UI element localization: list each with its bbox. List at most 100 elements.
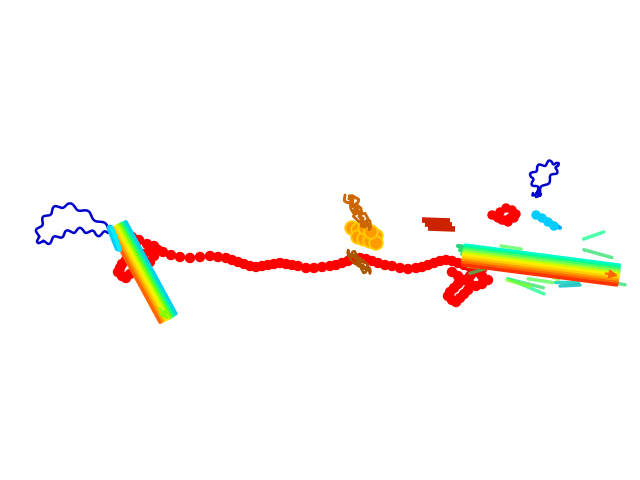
Circle shape	[113, 267, 122, 276]
Circle shape	[122, 240, 131, 249]
Circle shape	[332, 261, 340, 269]
Circle shape	[472, 281, 481, 290]
Circle shape	[345, 221, 359, 235]
Circle shape	[550, 222, 558, 230]
Circle shape	[502, 204, 510, 212]
Circle shape	[498, 216, 506, 224]
Circle shape	[371, 231, 381, 241]
Circle shape	[460, 276, 468, 285]
Circle shape	[134, 248, 143, 256]
Circle shape	[349, 254, 358, 264]
Circle shape	[257, 262, 266, 271]
Circle shape	[252, 263, 260, 272]
Circle shape	[353, 225, 363, 235]
Circle shape	[460, 276, 468, 285]
Circle shape	[115, 264, 125, 273]
Circle shape	[363, 234, 377, 248]
Circle shape	[477, 264, 486, 274]
Circle shape	[317, 263, 326, 272]
Circle shape	[118, 260, 127, 268]
Circle shape	[444, 291, 452, 300]
Circle shape	[465, 263, 474, 272]
Circle shape	[122, 229, 131, 239]
Circle shape	[454, 279, 463, 288]
Circle shape	[337, 259, 346, 267]
Circle shape	[477, 279, 486, 288]
Circle shape	[472, 264, 481, 273]
Circle shape	[447, 267, 456, 276]
Circle shape	[140, 250, 148, 259]
Circle shape	[496, 208, 504, 216]
Circle shape	[150, 241, 159, 251]
Circle shape	[227, 255, 237, 264]
Circle shape	[454, 259, 463, 267]
Circle shape	[367, 256, 376, 265]
Circle shape	[488, 211, 496, 219]
Circle shape	[463, 286, 472, 295]
Circle shape	[512, 210, 520, 218]
Circle shape	[154, 245, 163, 254]
Circle shape	[125, 269, 134, 278]
Circle shape	[445, 288, 454, 297]
Circle shape	[275, 259, 285, 267]
Circle shape	[125, 252, 134, 261]
Circle shape	[141, 262, 150, 271]
Circle shape	[412, 264, 420, 273]
Circle shape	[150, 252, 159, 261]
Circle shape	[118, 272, 127, 280]
Circle shape	[134, 236, 143, 244]
Circle shape	[460, 261, 468, 269]
Circle shape	[301, 264, 310, 273]
Circle shape	[287, 261, 296, 269]
Circle shape	[506, 214, 514, 222]
Circle shape	[175, 252, 184, 262]
Circle shape	[396, 264, 404, 273]
Circle shape	[205, 252, 214, 261]
Circle shape	[449, 284, 458, 292]
Circle shape	[510, 214, 518, 222]
Circle shape	[366, 227, 376, 237]
Circle shape	[362, 254, 371, 264]
Circle shape	[429, 259, 438, 267]
Circle shape	[363, 227, 377, 241]
Circle shape	[451, 298, 461, 307]
Circle shape	[115, 233, 125, 242]
Circle shape	[347, 223, 357, 233]
Circle shape	[269, 260, 278, 268]
Circle shape	[472, 267, 481, 276]
Circle shape	[417, 263, 426, 272]
Circle shape	[234, 257, 243, 266]
Circle shape	[492, 212, 500, 220]
Circle shape	[365, 229, 375, 239]
Circle shape	[387, 262, 397, 271]
Circle shape	[424, 261, 433, 269]
Circle shape	[454, 272, 463, 280]
Circle shape	[186, 253, 195, 263]
Circle shape	[143, 240, 152, 249]
Circle shape	[544, 218, 552, 226]
Circle shape	[365, 236, 375, 246]
Circle shape	[294, 262, 303, 271]
Circle shape	[214, 252, 223, 262]
Circle shape	[357, 225, 371, 239]
Circle shape	[403, 264, 413, 274]
Circle shape	[381, 261, 390, 269]
Circle shape	[483, 276, 493, 285]
Circle shape	[129, 255, 138, 264]
Circle shape	[538, 214, 546, 222]
Circle shape	[326, 262, 335, 271]
Circle shape	[360, 223, 370, 233]
Circle shape	[369, 229, 383, 243]
Circle shape	[351, 230, 365, 244]
Circle shape	[282, 260, 291, 268]
Circle shape	[221, 253, 230, 263]
Circle shape	[127, 243, 136, 252]
Circle shape	[351, 223, 365, 237]
Circle shape	[145, 257, 154, 266]
Circle shape	[138, 264, 147, 273]
Circle shape	[355, 253, 365, 263]
Circle shape	[435, 256, 445, 265]
Circle shape	[122, 274, 131, 283]
Circle shape	[465, 272, 474, 280]
Circle shape	[371, 238, 381, 248]
